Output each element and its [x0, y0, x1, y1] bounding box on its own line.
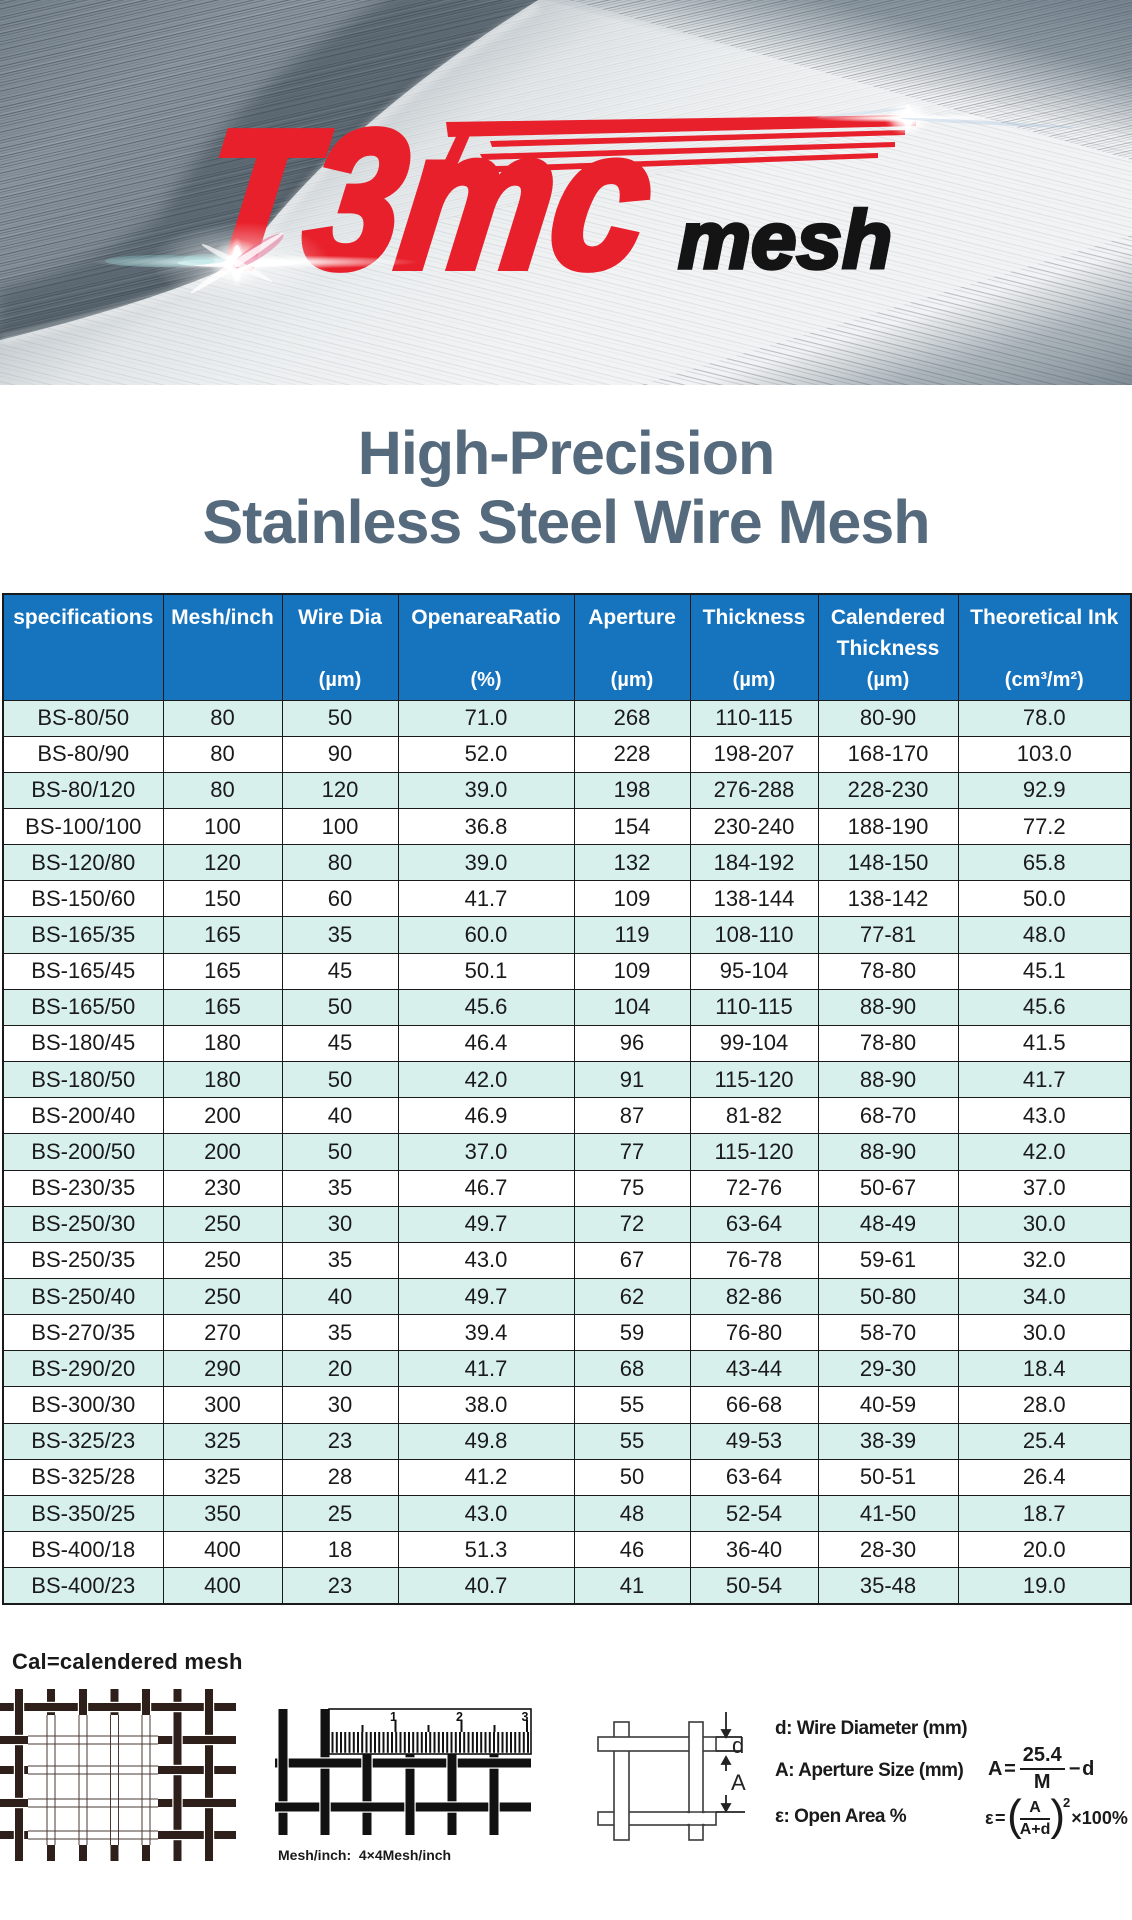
svg-text:2: 2	[456, 1710, 463, 1724]
svg-text:1: 1	[390, 1710, 397, 1724]
svg-text:A: A	[731, 1770, 746, 1795]
svg-text:mesh: mesh	[678, 195, 892, 286]
svg-text:3: 3	[522, 1710, 529, 1724]
svg-text:d: d	[732, 1733, 744, 1758]
